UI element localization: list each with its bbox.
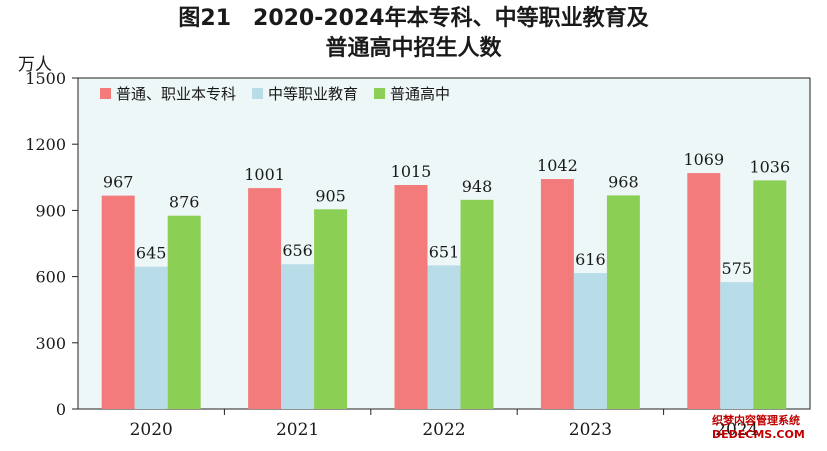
x-tick-label: 2023 (569, 420, 612, 440)
bar (720, 282, 754, 409)
data-label: 1036 (749, 157, 790, 176)
bar (460, 199, 494, 409)
data-label: 876 (169, 193, 200, 212)
legend-swatch (252, 88, 264, 99)
bar (687, 173, 721, 409)
data-label: 1069 (683, 150, 724, 169)
chart-title: 图21 2020-2024年本专科、中等职业教育及 普通高中招生人数 (0, 4, 827, 64)
data-label: 967 (103, 173, 134, 192)
title-line-2: 普通高中招生人数 (325, 36, 502, 61)
watermark-line-1: 织梦内容管理系统 (712, 414, 800, 427)
y-tick-label: 1200 (25, 135, 66, 154)
legend-label: 普通、职业本专科 (116, 85, 236, 103)
y-tick-label: 900 (35, 201, 66, 220)
data-label: 645 (136, 244, 167, 263)
data-label: 656 (282, 241, 313, 260)
data-label: 1015 (391, 162, 432, 181)
x-tick-label: 2024 (715, 420, 758, 440)
data-label: 575 (722, 259, 753, 278)
legend-swatch (100, 88, 111, 99)
legend-label: 普通高中 (390, 85, 450, 103)
legend-label: 中等职业教育 (268, 85, 358, 103)
bar (540, 179, 574, 409)
data-label: 968 (608, 172, 639, 191)
bar (281, 264, 315, 409)
bar (606, 195, 640, 409)
bar (167, 215, 201, 409)
x-tick-label: 2021 (276, 420, 319, 440)
watermark-line-2: DEDECMS.COM (712, 428, 805, 441)
data-label: 651 (429, 242, 460, 261)
y-tick-label: 300 (35, 334, 66, 353)
data-label: 1042 (537, 156, 578, 175)
x-tick-label: 2022 (422, 420, 465, 440)
bar (427, 265, 461, 409)
watermark: 织梦内容管理系统 DEDECMS.COM (712, 414, 805, 442)
legend-swatch (374, 88, 386, 99)
bar (753, 180, 787, 409)
data-label: 1001 (244, 165, 285, 184)
data-label: 948 (462, 177, 493, 196)
bar (573, 273, 607, 409)
data-label: 616 (575, 250, 606, 269)
bar (134, 266, 168, 409)
y-tick-label: 0 (56, 400, 66, 419)
bar (248, 188, 282, 409)
bar (314, 209, 348, 409)
bar (394, 185, 428, 409)
x-tick-label: 2020 (130, 420, 173, 440)
bar (101, 195, 135, 409)
y-axis-unit-label: 万人 (18, 55, 52, 75)
title-line-1: 图21 2020-2024年本专科、中等职业教育及 (178, 6, 649, 31)
y-tick-label: 1500 (25, 69, 66, 88)
y-tick-label: 600 (35, 268, 66, 287)
data-label: 905 (315, 186, 346, 205)
